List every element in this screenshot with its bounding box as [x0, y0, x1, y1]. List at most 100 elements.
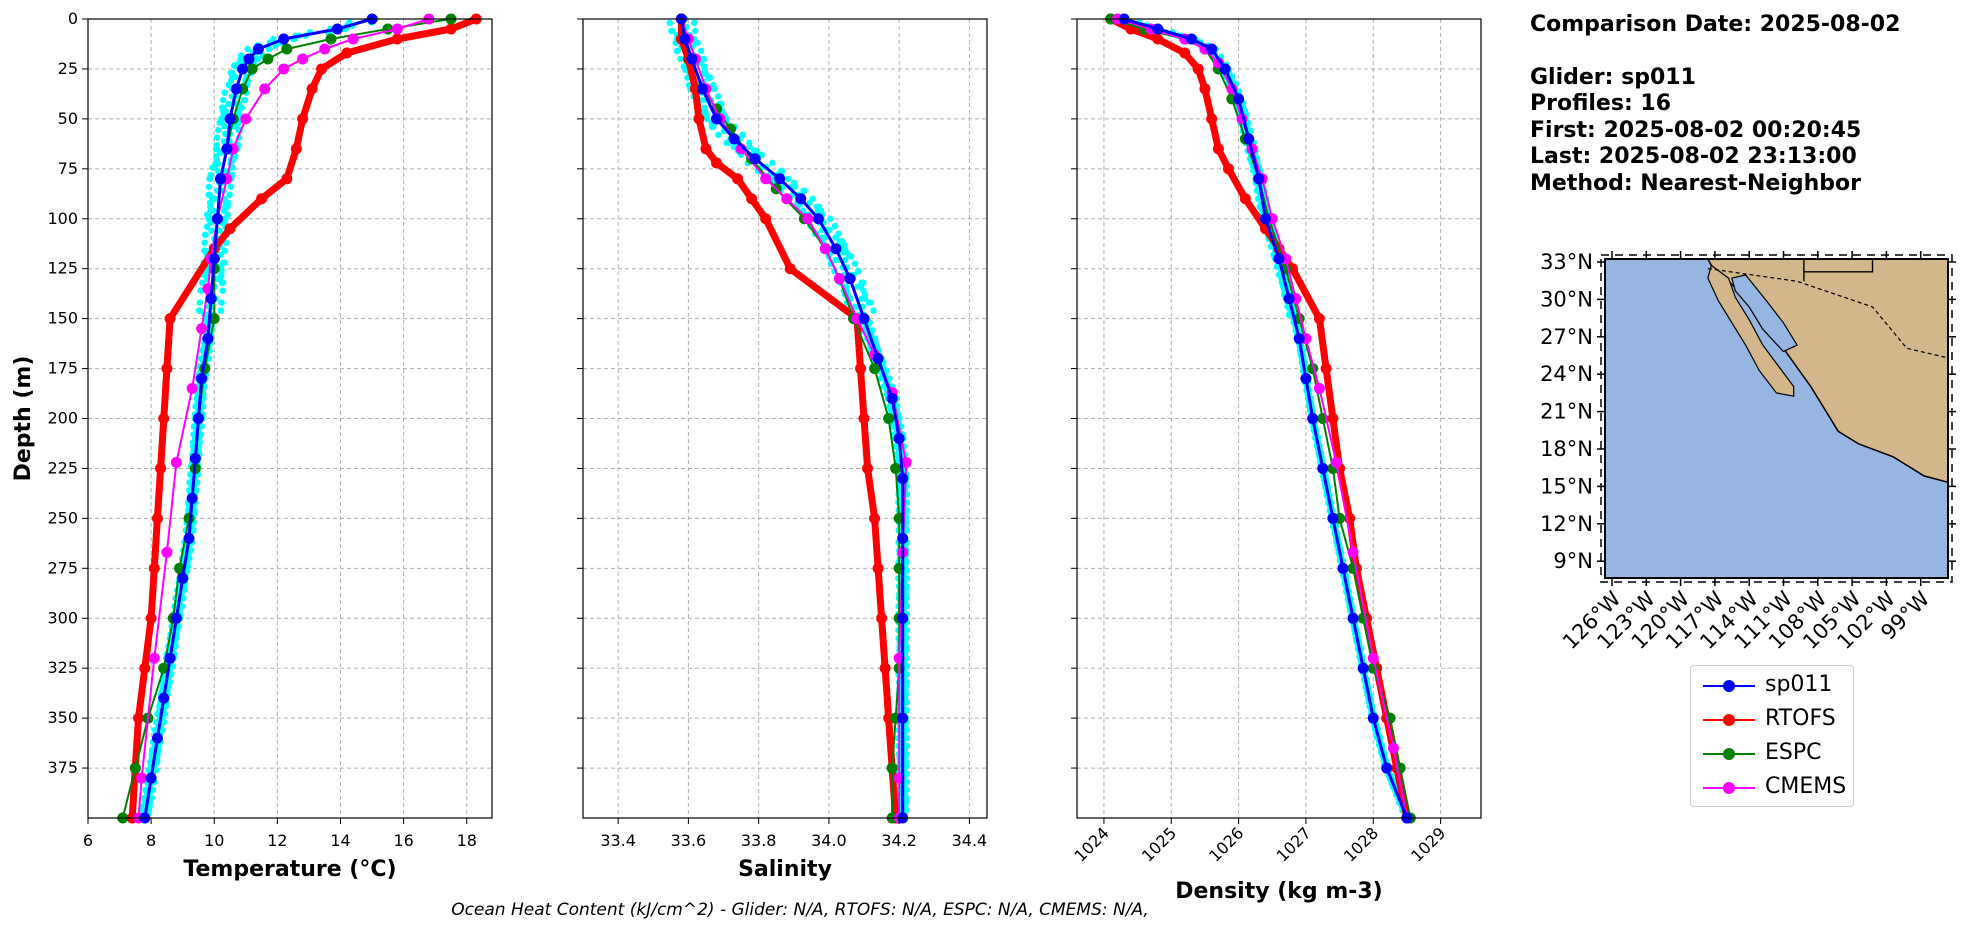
x-tick-label: 33.6 — [671, 831, 707, 850]
legend-label: ESPC — [1765, 740, 1822, 765]
raw-profile-point — [705, 74, 712, 81]
raw-profile-point — [903, 734, 911, 742]
data-point-sp011 — [158, 692, 170, 704]
y-axis-label: Depth (m) — [11, 356, 36, 482]
raw-profile-point — [831, 223, 839, 230]
raw-profile-point — [800, 187, 807, 194]
data-point-sp011 — [1307, 413, 1319, 424]
data-point-rtofs — [145, 612, 157, 624]
legend-label: sp011 — [1765, 672, 1833, 697]
data-point-rtofs — [784, 263, 796, 275]
y-tick-label: 0 — [68, 9, 78, 28]
raw-profile-point — [1273, 263, 1281, 270]
raw-profile-point — [195, 307, 203, 314]
raw-profile-point — [225, 100, 233, 108]
raw-profile-point — [889, 423, 897, 430]
data-point-rtofs — [133, 712, 144, 724]
raw-profile-point — [196, 299, 204, 306]
x-tick-label: 1026 — [1205, 823, 1247, 865]
data-point-espc — [129, 762, 141, 774]
data-point-cmems — [391, 23, 403, 35]
lat-tick-label: 15°N — [1540, 474, 1593, 498]
data-point-rtofs — [306, 83, 318, 95]
last-time: Last: 2025-08-02 23:13:00 — [1530, 144, 1857, 169]
baja-peninsula — [1707, 264, 1795, 397]
raw-profile-point — [769, 159, 776, 167]
data-point-sp011 — [872, 353, 884, 365]
us-border — [1803, 259, 1874, 282]
raw-profile-point — [221, 123, 228, 130]
raw-profile-point — [226, 191, 233, 198]
info-panel: Comparison Date: 2025-08-02 Glider: sp011… — [1530, 12, 1900, 197]
data-point-cmems — [148, 652, 160, 664]
data-point-sp011 — [1357, 662, 1369, 674]
data-point-cmems — [760, 173, 772, 185]
data-point-sp011 — [1152, 23, 1164, 35]
lat-tick-label: 33°N — [1540, 250, 1593, 274]
data-point-sp011 — [886, 393, 898, 405]
data-point-espc — [158, 662, 170, 674]
raw-profile-point — [229, 164, 236, 171]
x-tick-label: 6 — [83, 831, 93, 850]
raw-profile-point — [219, 287, 226, 294]
data-point-cmems — [833, 273, 845, 285]
x-tick-label: 1028 — [1340, 823, 1382, 865]
data-point-sp011 — [1185, 33, 1197, 45]
data-point-cmems — [1387, 742, 1399, 754]
data-point-sp011 — [686, 53, 698, 65]
data-point-rtofs — [858, 413, 870, 424]
data-point-sp011 — [696, 83, 708, 95]
data-point-sp011 — [208, 253, 220, 265]
data-point-sp011 — [221, 143, 233, 155]
raw-profile-point — [723, 139, 730, 147]
data-point-sp011 — [858, 313, 870, 325]
data-point-rtofs — [1320, 363, 1332, 375]
raw-profile-point — [746, 143, 753, 151]
data-point-espc — [281, 43, 293, 55]
raw-profile-point — [198, 279, 206, 286]
data-point-espc — [883, 413, 895, 424]
raw-profile-point — [211, 195, 219, 202]
data-point-cmems — [1313, 383, 1325, 395]
lat-tick-label: 24°N — [1540, 362, 1593, 386]
profile-count: Profiles: 16 — [1530, 91, 1672, 116]
raw-profile-point — [709, 123, 717, 131]
x-tick-label: 16 — [393, 831, 413, 850]
panel-salinity: 33.4 33.6 33.8 34.0 34.2 34.4 Salinity — [577, 13, 988, 882]
data-point-rtofs — [872, 562, 884, 574]
y-tick-label: 125 — [47, 259, 78, 278]
data-point-rtofs — [1179, 47, 1191, 59]
y-tick-label: 25 — [58, 59, 78, 78]
data-point-cmems — [186, 383, 198, 395]
raw-profile-point — [223, 239, 230, 246]
x-axis-label: Temperature (°C) — [183, 857, 396, 882]
data-point-sp011 — [145, 772, 157, 784]
data-point-rtofs — [148, 562, 160, 574]
data-point-rtofs — [732, 173, 744, 185]
legend-item-cmems: CMEMS — [1699, 772, 1849, 802]
data-point-cmems — [819, 243, 831, 255]
data-point-rtofs — [693, 113, 705, 125]
x-tick-label: 34.0 — [811, 831, 847, 850]
data-point-sp011 — [243, 53, 255, 65]
data-point-sp011 — [1327, 512, 1339, 524]
data-point-rtofs — [1152, 33, 1164, 45]
data-point-rtofs — [1206, 113, 1218, 125]
raw-profile-point — [854, 283, 861, 290]
legend: sp011 RTOFS ESPC CMEMS — [1690, 665, 1854, 807]
x-tick-label: 10 — [204, 831, 224, 850]
data-point-espc — [886, 762, 898, 774]
data-point-cmems — [240, 113, 252, 125]
data-point-rtofs — [1192, 63, 1204, 75]
data-point-sp011 — [897, 612, 909, 624]
raw-profile-point — [215, 126, 222, 134]
lat-tick-label: 18°N — [1540, 437, 1593, 461]
raw-profile-point — [870, 307, 877, 314]
data-point-sp011 — [1347, 612, 1359, 624]
raw-profile-point — [216, 227, 224, 234]
data-point-rtofs — [139, 662, 151, 674]
data-point-cmems — [297, 53, 309, 65]
data-point-sp011 — [205, 293, 217, 305]
raw-profile-point — [218, 299, 225, 306]
data-point-cmems — [1367, 652, 1379, 664]
